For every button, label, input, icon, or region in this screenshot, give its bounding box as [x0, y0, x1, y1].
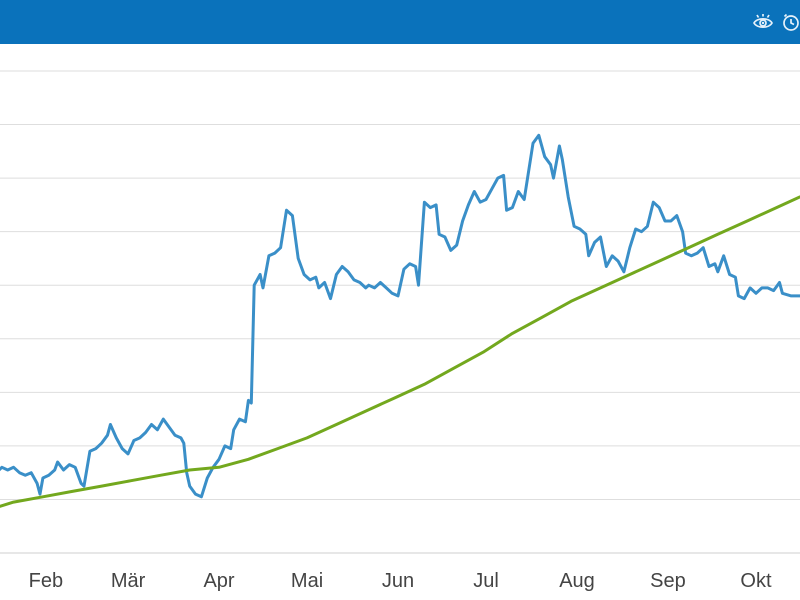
series-line-1	[0, 133, 800, 499]
x-tick-label: Sep	[650, 570, 686, 592]
toolbar-icons	[752, 10, 800, 34]
x-tick-label: Aug	[559, 570, 595, 592]
x-tick-label: Jul	[473, 570, 499, 592]
x-tick-label: Okt	[740, 570, 772, 592]
top-toolbar	[0, 0, 800, 44]
chart-area: Feb Mär Apr Mai Jun Jul Aug Sep Okt	[0, 44, 800, 600]
chart-grid	[0, 70, 800, 554]
chart-series	[0, 133, 800, 508]
x-tick-label: Feb	[29, 570, 63, 592]
alarm-clock-icon[interactable]	[778, 11, 800, 33]
x-tick-label: Mai	[291, 570, 323, 592]
line-chart: Feb Mär Apr Mai Jun Jul Aug Sep Okt	[0, 70, 800, 592]
x-tick-label: Apr	[203, 570, 234, 592]
x-tick-label: Mär	[111, 570, 146, 592]
x-axis: Feb Mär Apr Mai Jun Jul Aug Sep Okt	[29, 570, 772, 592]
eye-icon[interactable]	[752, 11, 774, 33]
x-tick-label: Jun	[382, 570, 414, 592]
series-line-2	[0, 195, 800, 508]
